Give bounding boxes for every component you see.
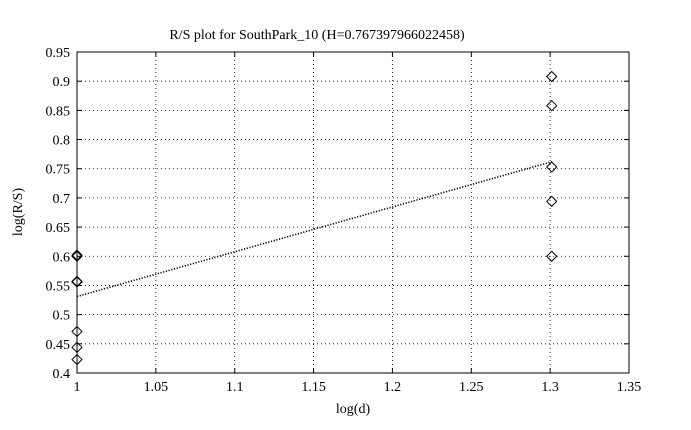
data-point-diamond: [546, 70, 558, 83]
data-point-diamond: [71, 276, 83, 288]
y-axis-title: log(R/S): [11, 188, 26, 237]
data-points: [71, 70, 558, 366]
fit-line-layer: [76, 160, 552, 298]
x-tick-label: 1: [74, 380, 81, 395]
y-axis: 0.4 0.45 0.5 0.55 0.6 0.65 0.7 0.75 0.8 0.85 0.9 0.…: [46, 46, 629, 382]
y-tick-label: 0.55: [46, 279, 71, 294]
data-point-diamond: [71, 341, 83, 354]
fit-line: [76, 160, 552, 298]
y-tick-label: 0.7: [53, 192, 71, 207]
y-tick-label: 0.45: [46, 338, 71, 353]
x-tick-label: 1.3: [541, 380, 559, 395]
data-point-diamond: [546, 99, 558, 112]
chart-title: R/S plot for SouthPark_10 (H=0.767397966…: [169, 28, 465, 43]
x-tick-label: 1.35: [617, 380, 642, 395]
y-tick-label: 0.9: [53, 75, 71, 90]
y-tick-label: 0.5: [53, 309, 71, 324]
x-tick-label: 1.25: [459, 380, 484, 395]
data-point-diamond: [71, 249, 83, 261]
x-tick-label: 1.15: [301, 380, 326, 395]
data-point-diamond: [546, 250, 558, 262]
y-tick-label: 0.75: [46, 163, 71, 178]
y-tick-label: 0.85: [46, 104, 71, 119]
y-tick-label: 0.65: [46, 221, 71, 236]
y-tick-label: 0.6: [53, 250, 71, 265]
plot-area: [76, 51, 630, 374]
grid: [77, 52, 629, 373]
data-point-diamond: [71, 353, 83, 366]
data-point-diamond: [546, 161, 558, 173]
data-point-diamond: [546, 195, 558, 208]
y-tick-label: 0.8: [53, 134, 71, 149]
y-tick-label: 0.4: [53, 367, 71, 382]
x-tick-label: 1.05: [144, 380, 169, 395]
data-point-diamond: [71, 325, 83, 338]
x-tick-label: 1.1: [226, 380, 244, 395]
x-axis-title: log(d): [336, 402, 371, 417]
data-point-diamond: [71, 250, 83, 262]
x-tick-label: 1.2: [384, 380, 402, 395]
x-axis: 1 1.05 1.1 1.15 1.2 1.25 1.3 1.35: [74, 52, 642, 395]
y-tick-label: 0.95: [46, 46, 71, 61]
